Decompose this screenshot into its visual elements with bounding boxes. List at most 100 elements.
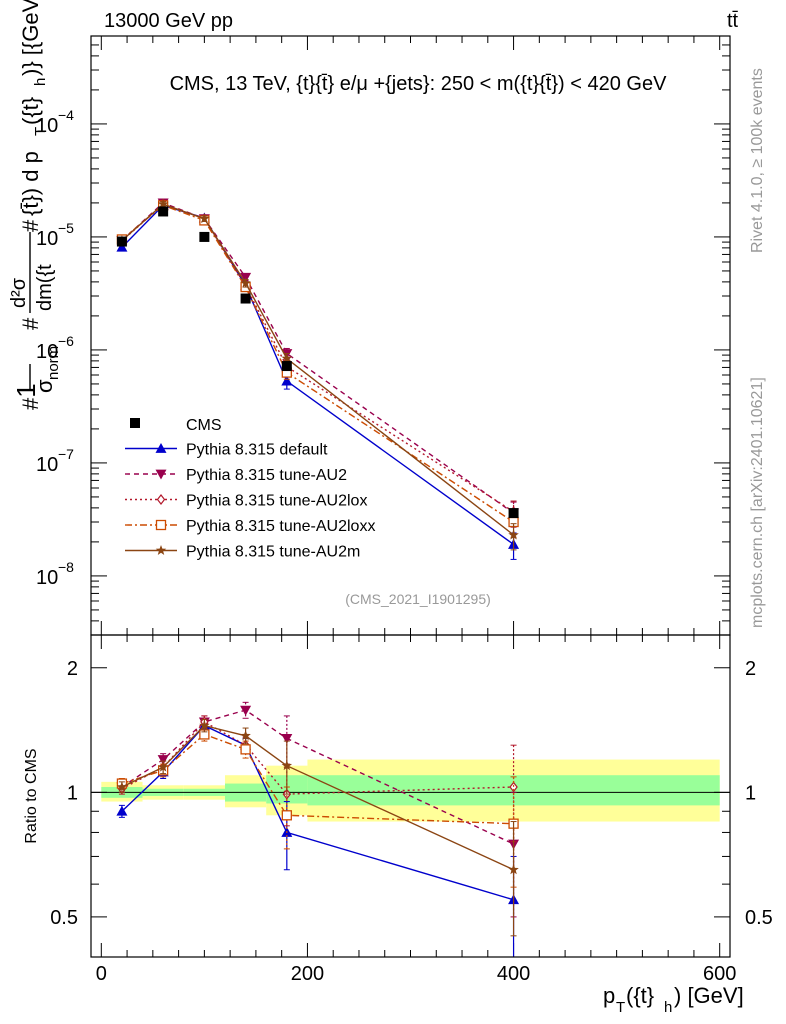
svg-text:h: h [664, 999, 672, 1016]
legend-label: Pythia 8.315 tune-AU2lox [186, 493, 367, 510]
legend-marker [155, 519, 167, 531]
series-point [281, 375, 293, 386]
ratio-series-point [116, 781, 128, 792]
ratio-y-tick-label: 2 [67, 658, 78, 680]
ratio-series-point [240, 744, 251, 755]
series-point [116, 241, 128, 252]
y-tick-label: 10 [36, 567, 58, 589]
x-tick-label: 0 [96, 963, 107, 985]
y-tick-label: 10 [36, 341, 58, 363]
y-tick-label-exp: −6 [58, 333, 74, 349]
legend: CMS Pythia 8.315 default Pythia 8.315 tune… [125, 417, 375, 561]
analysis-tag: (CMS_2021_I1901295) [345, 591, 491, 607]
ylabel-d2sigma: d²σ [8, 277, 30, 308]
ratio-y-tick-label-right: 0.5 [745, 907, 773, 929]
ratio-y-tick-label: 0.5 [50, 907, 78, 929]
ratio-y-axis-label: Ratio to CMS [23, 748, 40, 843]
x-axis-label: p T ({t} h ) [GeV] [603, 983, 744, 1016]
header-left-label: 13000 GeV pp [104, 10, 233, 32]
y-tick-label-exp: −4 [58, 107, 74, 123]
ratio-series-point [508, 864, 519, 875]
ylabel-tail: )} [{GeV} [18, 0, 43, 76]
ylabel-hash3: # [18, 219, 43, 232]
ratio-series-layer [116, 701, 520, 958]
ylabel-norm-sub: norm [45, 346, 62, 380]
ratio-series-0 [116, 720, 520, 958]
ratio-series-4 [116, 718, 519, 937]
series-3 [116, 200, 519, 538]
ratio-series-point [240, 730, 251, 741]
ylabel-hash1: # [18, 397, 43, 410]
y-tick-label: 10 [36, 454, 58, 476]
series-point [281, 352, 293, 363]
ratio-series-point [509, 781, 518, 793]
ratio-series-point [281, 810, 292, 821]
ylabel-h-sub: h [32, 78, 49, 86]
ratio-tick-labels: 0.5 0.5 1 1 2 2 0 200 400 600 [50, 658, 773, 985]
series-line [121, 203, 515, 536]
y-tick-label-exp: −8 [58, 559, 74, 575]
legend-label: Pythia 8.315 tune-AU2loxx [186, 518, 375, 535]
series-point [199, 213, 210, 224]
data-point [508, 508, 519, 519]
y-tick-label-exp: −7 [58, 446, 74, 462]
ratio-series-point [240, 705, 252, 716]
ylabel-dm: dm({t [34, 264, 56, 311]
series-point [240, 277, 251, 288]
ratio-series-point [281, 760, 293, 771]
ylabel-one: 1 [11, 383, 41, 397]
svg-text:#1: #1 [11, 383, 43, 410]
y-tick-label: 10 [36, 115, 58, 137]
ratio-series-line [121, 724, 514, 871]
ratio-y-tick-label-right: 1 [745, 782, 756, 804]
legend-marker [155, 545, 167, 555]
legend-label: Pythia 8.315 default [186, 442, 328, 459]
ratio-series-line [121, 733, 514, 825]
ratio-series-point [199, 720, 210, 731]
ratio-series-point [116, 805, 128, 816]
y-tick-label: 10 [36, 228, 58, 250]
main-y-tick-labels: 10−810−710−610−510−4 [36, 107, 74, 589]
ratio-series-point [157, 755, 169, 766]
ylabel-pt-rest: ({t} [18, 97, 43, 125]
series-line [121, 203, 514, 513]
legend-marker [155, 443, 167, 453]
ratio-series-line [121, 709, 514, 845]
chart-title: CMS, 13 TeV, {t}{t̄} e/μ +{jets}: 250 < … [170, 73, 668, 95]
data-point [158, 206, 169, 217]
ylabel-dm-rest: {t̄}) d p [18, 151, 43, 216]
series-point [157, 198, 169, 209]
svg-text:) [GeV]: ) [GeV] [674, 983, 744, 1008]
header-right-label: tt̄ [727, 10, 739, 32]
ylabel-pt-sub: T [32, 127, 49, 136]
svg-text:p: p [603, 983, 615, 1008]
legend-label: Pythia 8.315 tune-AU2m [186, 544, 360, 561]
x-tick-label: 200 [291, 963, 324, 985]
series-line [121, 204, 514, 523]
ratio-series-point [157, 761, 169, 772]
data-point [281, 361, 292, 372]
legend-marker [156, 494, 166, 505]
ratio-axis-ticks [91, 635, 730, 958]
svg-text:({t}: ({t} [626, 983, 654, 1008]
ratio-panel: 0.5 0.5 1 1 2 2 0 200 400 600 Ratio to CMS [23, 634, 773, 985]
ratio-y-tick-label: 1 [67, 782, 78, 804]
y-tick-label-exp: −5 [58, 220, 74, 236]
svg-text:T: T [616, 999, 625, 1016]
mcplots-label: mcplots.cern.ch [arXiv:2401.10621] [749, 377, 766, 628]
x-tick-label: 600 [703, 963, 736, 985]
legend-label-data: CMS [186, 417, 222, 434]
data-point [199, 231, 210, 242]
ylabel-hash2: # [18, 317, 43, 330]
data-points-layer [116, 206, 519, 519]
main-axis-ticks [91, 36, 730, 636]
legend-marker [155, 469, 167, 480]
main-y-axis-label: #1 σ norm # d²σ dm({t # {t̄}) d p T ({t}… [8, 0, 62, 410]
series-line [121, 202, 515, 514]
legend-label: Pythia 8.315 tune-AU2 [186, 467, 347, 484]
data-point [116, 236, 127, 247]
ratio-series-line [121, 721, 514, 795]
data-point [240, 293, 251, 304]
rivet-version-label: Rivet 4.1.0, ≥ 100k events [749, 68, 766, 253]
